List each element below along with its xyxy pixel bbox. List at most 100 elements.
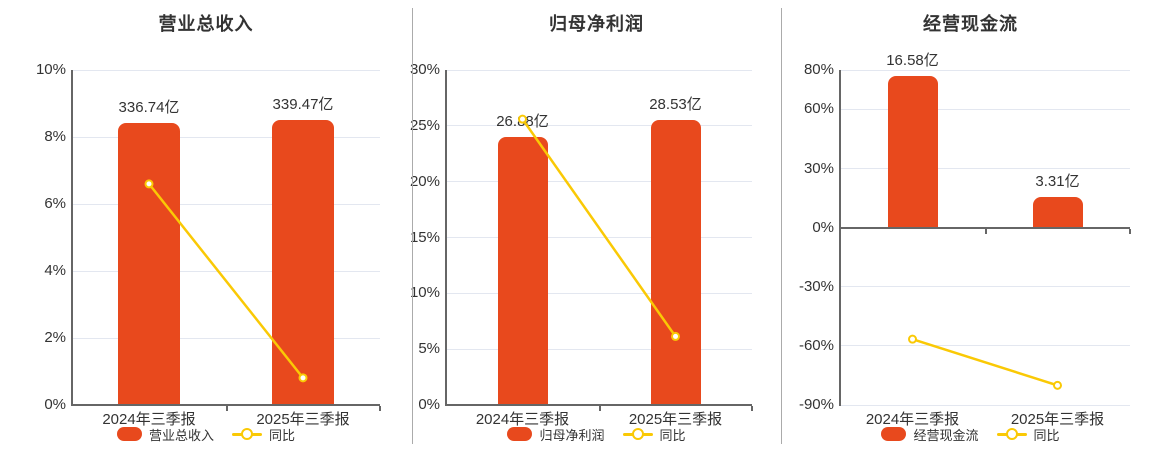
y-tick-label: 8% [44, 128, 66, 145]
yoy-line [148, 183, 304, 379]
x-axis [446, 404, 752, 406]
yoy-point[interactable] [671, 331, 680, 341]
gridline [446, 181, 752, 183]
x-axis-tick [379, 406, 381, 411]
panel-separator [781, 8, 782, 444]
legend-item-bar[interactable]: 归母净利润 [507, 425, 605, 444]
legend-item-yoy[interactable]: 同比 [232, 425, 295, 444]
yoy-line-chart [144, 179, 308, 383]
yoy-line-chart [518, 114, 680, 341]
yoy-point[interactable] [518, 114, 527, 124]
x-category-label: 2024年三季报 [102, 411, 196, 428]
bar-value-label: 336.74亿 [118, 98, 180, 116]
x-category-label: 2025年三季报 [1010, 411, 1105, 428]
x-axis-tick [599, 406, 601, 411]
y-tick-label: 6% [44, 195, 66, 212]
bar-2025年三季报[interactable] [1032, 197, 1083, 228]
bar-2024年三季报[interactable] [887, 76, 938, 228]
x-axis-tick [751, 406, 753, 411]
x-category-label: 2025年三季报 [628, 411, 723, 428]
y-axis [839, 70, 841, 406]
bar-2024年三季报[interactable] [118, 122, 180, 405]
legend-bar-label: 归母净利润 [539, 427, 605, 443]
y-tick-label: -30% [798, 277, 834, 295]
x-axis-tick [226, 406, 228, 411]
y-tick-label: 2% [44, 329, 66, 346]
yoy-line [912, 337, 1058, 387]
bar-swatch-icon [116, 427, 142, 441]
yoy-point[interactable] [908, 334, 917, 344]
net-profit-chart-panel: 归母净利润 30%25%20%15%10%5%0%26.88亿28.53亿202… [410, 0, 781, 450]
x-axis-tick [985, 228, 987, 234]
gridline [72, 270, 380, 272]
bar-2024年三季报[interactable] [497, 137, 548, 405]
legend-yoy-label: 同比 [269, 427, 296, 443]
yoy-line-icon [622, 427, 653, 441]
legend-item-yoy[interactable]: 同比 [996, 425, 1060, 444]
y-tick-label: 10% [35, 61, 66, 78]
x-category-label: 2024年三季报 [865, 411, 960, 428]
yoy-line-icon [232, 427, 262, 441]
x-axis [840, 226, 1130, 229]
cash-flow-chart-panel: 经营现金流 80% 60% 30% 0% -30% -60% -90% 16.58亿 3.31亿… [781, 0, 1160, 450]
y-tick-label: 10% [409, 284, 440, 302]
chart-title: 经营现金流 [923, 14, 1018, 34]
yoy-point[interactable] [144, 179, 154, 189]
gridline [840, 404, 1130, 406]
x-category-label: 2024年三季报 [475, 411, 570, 428]
y-tick-label: 30% [803, 159, 834, 177]
y-axis [71, 70, 73, 406]
gridline [446, 237, 752, 238]
y-tick-label: 30% [409, 61, 440, 78]
legend-item-bar[interactable]: 经营现金流 [881, 425, 979, 444]
bar-value-label: 28.53亿 [649, 96, 702, 114]
gridline [446, 125, 752, 127]
bar-value-label: 16.58亿 [886, 52, 939, 70]
y-tick-label: -60% [798, 336, 834, 354]
legend-yoy-label: 同比 [1033, 427, 1060, 443]
yoy-line-icon [996, 427, 1027, 441]
plot-area: 30%25%20%15%10%5%0%26.88亿28.53亿2024年三季报2… [410, 61, 753, 428]
gridline [446, 292, 752, 294]
y-tick-label: -90% [798, 396, 834, 413]
bar-swatch-icon [507, 427, 533, 441]
chart-legend: 归母净利润 同比 [412, 424, 781, 444]
bar-2025年三季报[interactable] [650, 120, 701, 405]
legend-yoy-label: 同比 [659, 427, 686, 443]
gridline [72, 69, 380, 71]
y-tick-label: 0% [44, 396, 66, 413]
gridline [72, 203, 380, 205]
y-tick-label: 5% [418, 340, 440, 358]
gridline [446, 69, 752, 71]
y-tick-label: 25% [409, 116, 440, 134]
y-tick-label: 4% [44, 262, 66, 279]
legend-item-bar[interactable]: 营业总收入 [116, 425, 214, 444]
bar-value-label: 3.31亿 [1035, 173, 1080, 191]
bar-value-label: 339.47亿 [272, 96, 334, 114]
yoy-point[interactable] [298, 373, 308, 383]
legend-item-yoy[interactable]: 同比 [622, 425, 686, 444]
gridline [840, 168, 1130, 170]
gridline [840, 345, 1130, 347]
yoy-point[interactable] [1053, 380, 1062, 390]
gridline [72, 136, 380, 138]
y-tick-label: 80% [803, 61, 834, 78]
gridline [840, 69, 1130, 71]
yoy-line-chart [908, 334, 1062, 390]
x-category-label: 2025年三季报 [256, 411, 350, 428]
legend-bar-label: 营业总收入 [148, 427, 214, 443]
legend-bar-label: 经营现金流 [913, 427, 979, 443]
gridline [840, 108, 1130, 110]
chart-legend: 经营现金流 同比 [781, 424, 1160, 444]
revenue-chart-panel: 营业总收入 10% 8% 6% 4% 2% 0% 336.74亿 339.47亿 2024年三季… [0, 0, 412, 450]
y-tick-label: 20% [409, 172, 440, 190]
gridline [446, 348, 752, 350]
y-tick-label: 0% [418, 396, 440, 413]
bar-2025年三季报[interactable] [272, 120, 334, 405]
x-axis [72, 404, 380, 406]
plot-area: 10% 8% 6% 4% 2% 0% 336.74亿 339.47亿 2024年三季报 2025年… [36, 61, 381, 428]
y-tick-label: 60% [803, 100, 834, 118]
yoy-line [521, 118, 677, 338]
chart-title: 归母净利润 [549, 14, 644, 34]
